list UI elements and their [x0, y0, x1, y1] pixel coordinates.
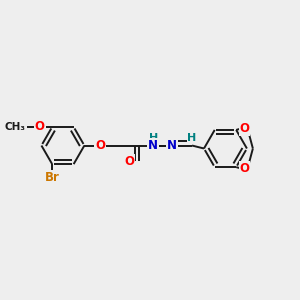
Text: N: N	[148, 139, 158, 152]
Text: H: H	[148, 134, 158, 143]
Text: CH₃: CH₃	[4, 122, 26, 132]
Text: H: H	[188, 133, 197, 143]
Text: Br: Br	[45, 171, 60, 184]
Text: O: O	[239, 122, 250, 135]
Text: O: O	[95, 139, 105, 152]
Text: N: N	[167, 139, 177, 152]
Text: O: O	[239, 162, 250, 175]
Text: O: O	[34, 120, 45, 134]
Text: O: O	[124, 154, 134, 167]
